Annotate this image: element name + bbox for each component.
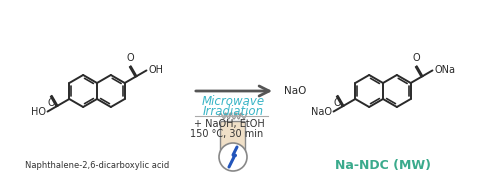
Text: Microwave: Microwave [202,95,264,108]
Text: O: O [334,98,342,108]
Text: NaO: NaO [284,86,306,96]
Circle shape [219,143,247,171]
Text: Na-NDC (MW): Na-NDC (MW) [335,158,431,171]
Text: O: O [127,53,134,63]
Text: + NaOH, EtOH: + NaOH, EtOH [193,119,264,129]
Text: 150 °C, 30 min: 150 °C, 30 min [191,129,264,139]
Text: NaO: NaO [311,107,332,117]
FancyBboxPatch shape [220,122,245,163]
Bar [224,145,242,159]
Text: O: O [48,98,56,108]
Text: Naphthalene-2,6-dicarboxylic acid: Naphthalene-2,6-dicarboxylic acid [25,161,169,170]
Text: HO: HO [31,107,46,117]
Bar [227,161,239,169]
Text: OH: OH [148,66,164,75]
Text: O: O [413,53,420,63]
Text: ONa: ONa [434,66,456,75]
Text: Irradiation: Irradiation [203,105,264,117]
